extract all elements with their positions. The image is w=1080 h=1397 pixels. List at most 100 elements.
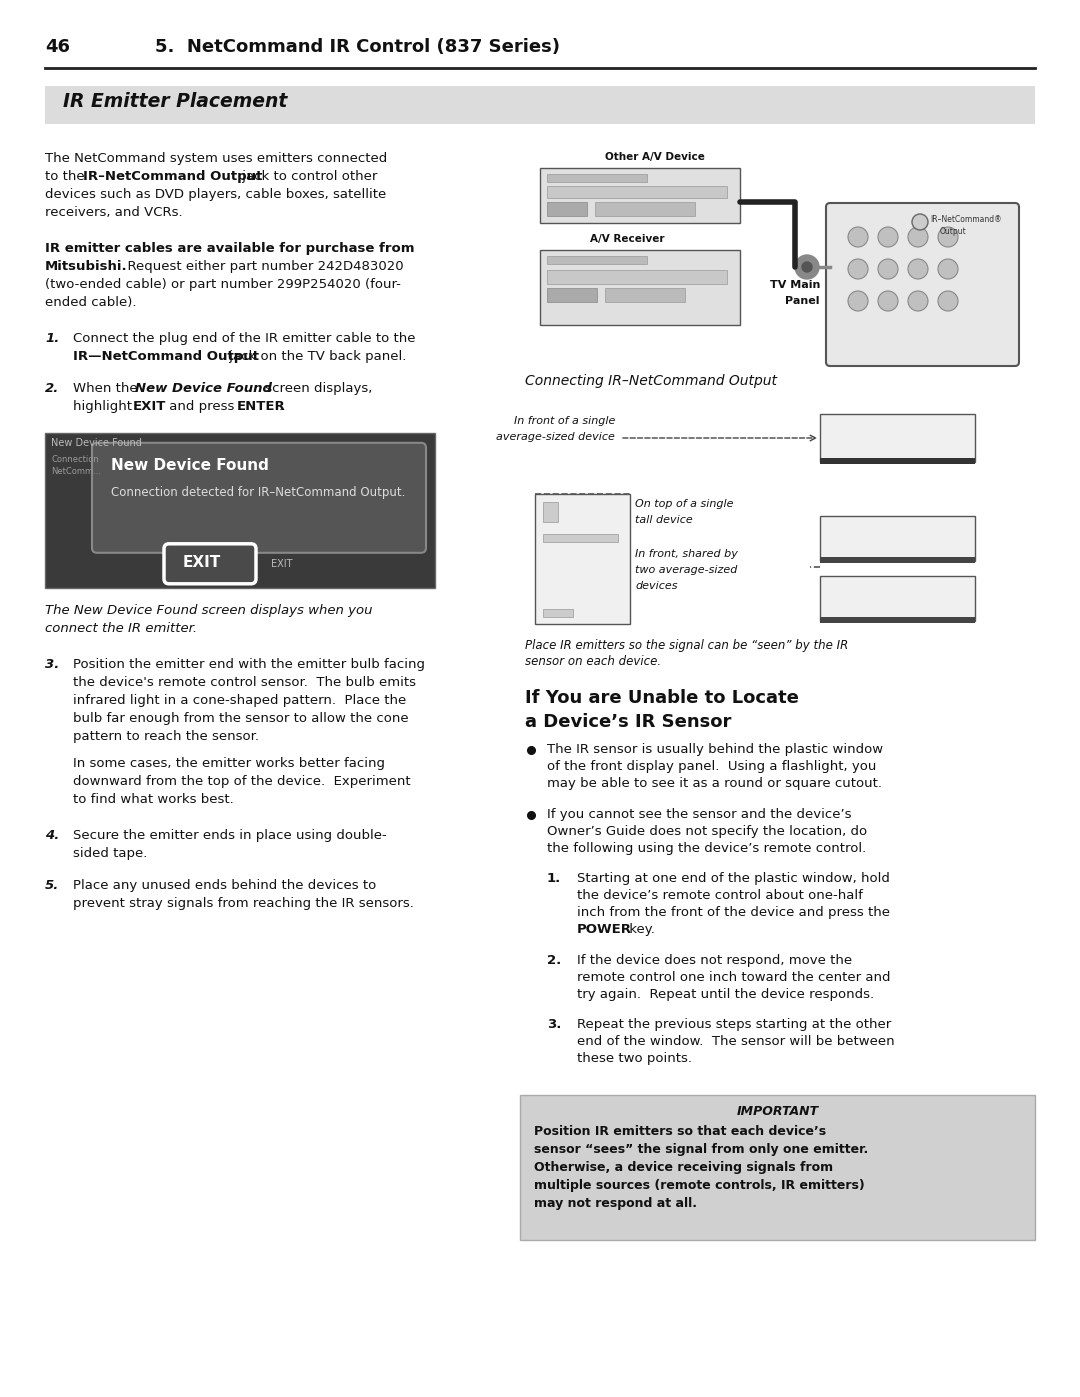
Text: end of the window.  The sensor will be between: end of the window. The sensor will be be… [577, 1035, 894, 1048]
Text: 46: 46 [45, 38, 70, 56]
Text: a Device’s IR Sensor: a Device’s IR Sensor [525, 712, 731, 731]
Text: Position IR emitters so that each device’s: Position IR emitters so that each device… [534, 1125, 826, 1139]
Text: 3.: 3. [45, 658, 59, 671]
Text: POWER: POWER [577, 923, 632, 936]
Text: .: . [279, 401, 283, 414]
Text: inch from the front of the device and press the: inch from the front of the device and pr… [577, 907, 890, 919]
Text: In front, shared by: In front, shared by [635, 549, 738, 559]
Text: prevent stray signals from reaching the IR sensors.: prevent stray signals from reaching the … [73, 897, 414, 911]
Text: jack on the TV back panel.: jack on the TV back panel. [225, 351, 406, 363]
Text: When the: When the [73, 383, 141, 395]
Text: may not respond at all.: may not respond at all. [534, 1197, 697, 1210]
Text: Other A/V Device: Other A/V Device [605, 152, 705, 162]
Text: 5.: 5. [45, 879, 59, 893]
Text: Connection: Connection [51, 455, 98, 464]
Text: highlight: highlight [73, 401, 136, 414]
Text: ENTER: ENTER [237, 401, 286, 414]
Text: New Device Found: New Device Found [135, 383, 272, 395]
Text: 5.  NetCommand IR Control (837 Series): 5. NetCommand IR Control (837 Series) [156, 38, 561, 56]
Bar [546, 270, 727, 284]
Bar [546, 288, 597, 302]
Text: pattern to reach the sensor.: pattern to reach the sensor. [73, 729, 259, 743]
Text: average-sized device: average-sized device [496, 432, 615, 441]
Text: devices: devices [635, 581, 677, 591]
Text: bulb far enough from the sensor to allow the cone: bulb far enough from the sensor to allow… [73, 712, 408, 725]
Circle shape [908, 226, 928, 247]
Text: may be able to see it as a round or square cutout.: may be able to see it as a round or squa… [546, 777, 882, 789]
Bar [546, 203, 588, 217]
Bar [820, 458, 975, 464]
Text: the device’s remote control about one-half: the device’s remote control about one-ha… [577, 890, 863, 902]
Bar [820, 515, 975, 562]
Text: infrared light in a cone-shaped pattern.  Place the: infrared light in a cone-shaped pattern.… [73, 694, 406, 707]
Text: sensor “sees” the signal from only one emitter.: sensor “sees” the signal from only one e… [534, 1143, 868, 1155]
Text: Starting at one end of the plastic window, hold: Starting at one end of the plastic windo… [577, 872, 890, 886]
FancyBboxPatch shape [164, 543, 256, 584]
Text: TV Main: TV Main [770, 279, 820, 291]
Text: IR emitter cables are available for purchase from: IR emitter cables are available for purc… [45, 242, 415, 256]
Text: EXIT: EXIT [133, 401, 166, 414]
Text: Place IR emitters so the signal can be “seen” by the IR: Place IR emitters so the signal can be “… [525, 638, 848, 652]
Text: devices such as DVD players, cable boxes, satellite: devices such as DVD players, cable boxes… [45, 189, 387, 201]
Text: these two points.: these two points. [577, 1052, 692, 1066]
Text: the following using the device’s remote control.: the following using the device’s remote … [546, 841, 866, 855]
Text: IMPORTANT: IMPORTANT [737, 1105, 819, 1118]
Circle shape [795, 256, 819, 279]
Bar [546, 186, 727, 198]
Bar [595, 203, 696, 217]
Text: If You are Unable to Locate: If You are Unable to Locate [525, 689, 799, 707]
Text: 2.: 2. [546, 954, 562, 967]
Text: IR—NetCommand Output: IR—NetCommand Output [73, 351, 259, 363]
Bar [820, 414, 975, 462]
Text: If the device does not respond, move the: If the device does not respond, move the [577, 954, 852, 967]
Bar [45, 87, 1035, 124]
Circle shape [939, 226, 958, 247]
Text: EXIT: EXIT [271, 559, 293, 569]
Text: IR–NetCommand®: IR–NetCommand® [930, 215, 1001, 224]
Text: Connect the plug end of the IR emitter cable to the: Connect the plug end of the IR emitter c… [73, 332, 416, 345]
Text: Secure the emitter ends in place using double-: Secure the emitter ends in place using d… [73, 828, 387, 842]
Circle shape [802, 263, 812, 272]
Text: Mitsubishi.: Mitsubishi. [45, 260, 127, 272]
Text: sensor on each device.: sensor on each device. [525, 655, 661, 668]
Text: 1.: 1. [546, 872, 562, 886]
Text: A/V Receiver: A/V Receiver [590, 235, 664, 244]
Text: Owner’s Guide does not specify the location, do: Owner’s Guide does not specify the locat… [546, 824, 867, 838]
Text: If you cannot see the sensor and the device’s: If you cannot see the sensor and the dev… [546, 807, 851, 820]
Circle shape [878, 258, 897, 279]
Text: the device's remote control sensor.  The bulb emits: the device's remote control sensor. The … [73, 676, 416, 689]
Text: and press: and press [165, 401, 239, 414]
Text: ended cable).: ended cable). [45, 296, 136, 309]
FancyBboxPatch shape [92, 443, 426, 553]
Bar [820, 617, 975, 623]
Text: try again.  Repeat until the device responds.: try again. Repeat until the device respo… [577, 988, 874, 1000]
Text: Repeat the previous steps starting at the other: Repeat the previous steps starting at th… [577, 1018, 891, 1031]
Text: of the front display panel.  Using a flashlight, you: of the front display panel. Using a flas… [546, 760, 876, 773]
Circle shape [908, 258, 928, 279]
Text: On top of a single: On top of a single [635, 499, 733, 509]
Text: multiple sources (remote controls, IR emitters): multiple sources (remote controls, IR em… [534, 1179, 865, 1192]
Text: IR Emitter Placement: IR Emitter Placement [63, 92, 287, 110]
Text: to the: to the [45, 170, 89, 183]
Circle shape [939, 291, 958, 312]
Text: screen displays,: screen displays, [261, 383, 373, 395]
Text: The NetCommand system uses emitters connected: The NetCommand system uses emitters conn… [45, 152, 388, 165]
Bar [543, 609, 573, 617]
Text: to find what works best.: to find what works best. [73, 793, 233, 806]
Text: Position the emitter end with the emitter bulb facing: Position the emitter end with the emitte… [73, 658, 426, 671]
Text: 4.: 4. [45, 828, 59, 842]
Text: Otherwise, a device receiving signals from: Otherwise, a device receiving signals fr… [534, 1161, 833, 1173]
Text: jack to control other: jack to control other [238, 170, 377, 183]
Bar [45, 433, 435, 588]
Text: 3.: 3. [546, 1018, 562, 1031]
Circle shape [848, 291, 868, 312]
Text: EXIT: EXIT [183, 555, 221, 570]
Text: sided tape.: sided tape. [73, 847, 147, 859]
Bar [546, 256, 647, 264]
Text: tall device: tall device [635, 515, 692, 525]
Text: receivers, and VCRs.: receivers, and VCRs. [45, 205, 183, 219]
Text: NetComm...: NetComm... [51, 467, 102, 476]
Circle shape [878, 226, 897, 247]
FancyBboxPatch shape [826, 203, 1020, 366]
Text: remote control one inch toward the center and: remote control one inch toward the cente… [577, 971, 891, 983]
